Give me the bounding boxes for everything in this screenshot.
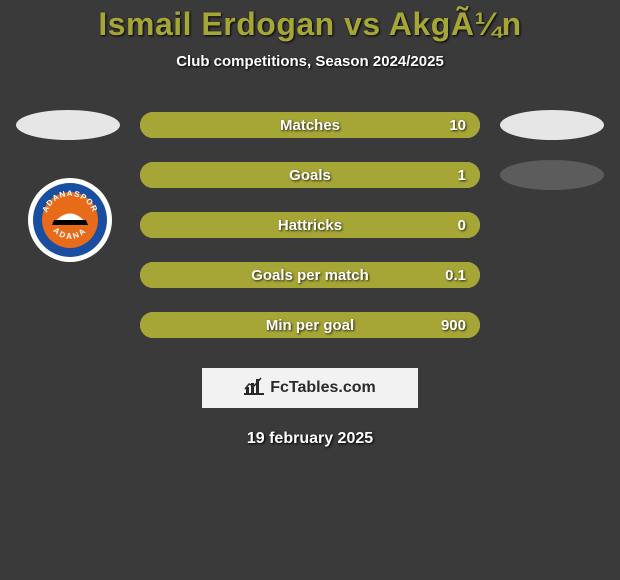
brand-text: FcTables.com [270, 379, 376, 397]
date: 19 february 2025 [247, 430, 373, 448]
stat-label: Goals [289, 167, 331, 184]
stat-label: Goals per match [251, 267, 369, 284]
chart-icon [244, 377, 264, 400]
club-badge-adanaspor: ADANASPOR ADANA [28, 178, 112, 262]
stat-label: Matches [280, 117, 340, 134]
stat-value: 900 [441, 317, 466, 334]
brand-badge[interactable]: FcTables.com [202, 368, 418, 408]
stat-value: 0.1 [445, 267, 466, 284]
stat-value: 1 [458, 167, 466, 184]
stat-row: Matches 10 [0, 110, 620, 140]
stat-bar: Min per goal 900 [140, 312, 480, 338]
subtitle: Club competitions, Season 2024/2025 [176, 53, 444, 70]
stat-value: 10 [449, 117, 466, 134]
stat-bar: Goals 1 [140, 162, 480, 188]
player-right-bubble [500, 160, 604, 190]
stat-value: 0 [458, 217, 466, 234]
stat-bar: Hattricks 0 [140, 212, 480, 238]
stat-bar: Goals per match 0.1 [140, 262, 480, 288]
stat-row: Min per goal 900 [0, 310, 620, 340]
title: Ismail Erdogan vs AkgÃ¼n [98, 6, 521, 43]
stat-row: Goals per match 0.1 [0, 260, 620, 290]
stat-label: Min per goal [266, 317, 354, 334]
player-right-bubble [500, 110, 604, 140]
player-left-bubble [16, 110, 120, 140]
stat-bar: Matches 10 [140, 112, 480, 138]
stat-label: Hattricks [278, 217, 342, 234]
